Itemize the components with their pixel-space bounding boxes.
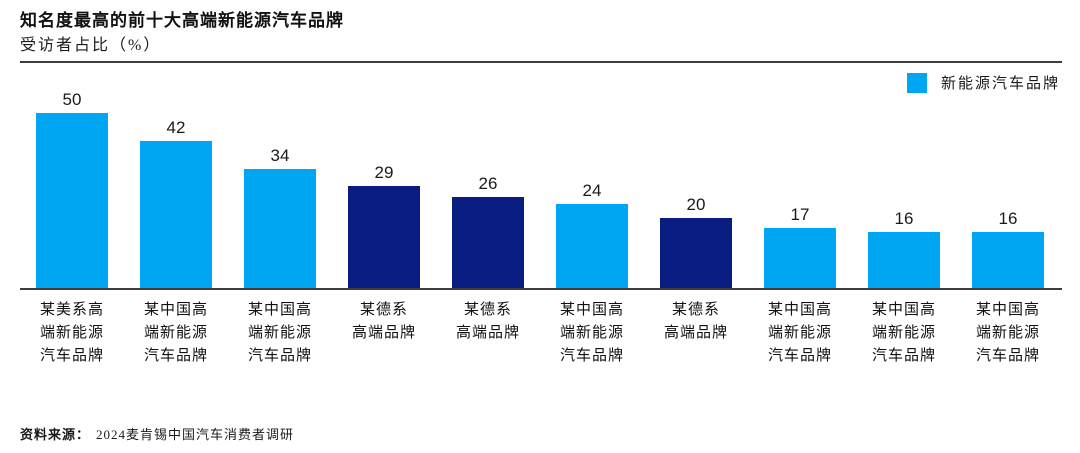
category-label: 某中国高 端新能源 汽车品牌 [247,302,312,364]
category-label: 某德系 高端品牌 [663,302,728,341]
legend-label: 新能源汽车品牌 [940,76,1060,92]
source-label: 资料来源： [20,427,91,442]
chart-subtitle: 受访者占比（%） [20,37,162,54]
bar [140,141,212,288]
bar-value-label: 17 [790,205,810,224]
bar [868,232,940,288]
bar [764,228,836,288]
labels-row: 某美系高 端新能源 汽车品牌 某中国高 端新能源 汽车品牌 某中国高 端新能源 汽车… [20,292,1062,368]
category-label: 某德系 高端品牌 [455,302,520,341]
bar [452,197,524,288]
bar-column: 20 [644,195,748,288]
bar-column: 16 [852,209,956,288]
chart-title: 知名度最高的前十大高端新能源汽车品牌 [20,11,344,30]
bar-column: 17 [748,205,852,288]
bar-value-label: 50 [62,90,82,109]
bar-column: 29 [332,163,436,288]
bar-column: 24 [540,181,644,288]
bar-value-label: 29 [374,163,394,182]
bar [36,113,108,288]
bar [348,186,420,288]
bar-column: 26 [436,174,540,288]
bar-column: 50 [20,90,124,288]
category-label: 某德系 高端品牌 [351,302,416,341]
category-label: 某中国高 端新能源 汽车品牌 [871,302,936,364]
bar-value-label: 34 [270,146,290,165]
header-divider [20,61,1062,63]
bar-value-label: 26 [478,174,498,193]
category-label: 某中国高 端新能源 汽车品牌 [559,302,624,364]
source-text: 2024麦肯锡中国汽车消费者调研 [96,427,295,442]
bar-value-label: 42 [166,118,186,137]
bar-value-label: 16 [998,209,1018,228]
bar-column: 42 [124,118,228,288]
bar [660,218,732,288]
bar [972,232,1044,288]
bar [556,204,628,288]
source-footer: 资料来源： 2024麦肯锡中国汽车消费者调研 [20,424,294,443]
bar-value-label: 24 [582,181,602,200]
bars-row: 50 42 34 29 26 24 20 17 16 16 [20,90,1062,290]
bar-value-label: 16 [894,209,914,228]
category-label: 某中国高 端新能源 汽车品牌 [975,302,1040,364]
legend-swatch-icon [906,72,927,93]
category-label: 某美系高 端新能源 汽车品牌 [39,302,104,364]
category-label: 某中国高 端新能源 汽车品牌 [143,302,208,364]
bar-value-label: 20 [686,195,706,214]
bar-column: 16 [956,209,1060,288]
bar-column: 34 [228,146,332,288]
legend: 新能源汽车品牌 [906,72,1060,93]
category-label: 某中国高 端新能源 汽车品牌 [767,302,832,364]
bar [244,169,316,288]
